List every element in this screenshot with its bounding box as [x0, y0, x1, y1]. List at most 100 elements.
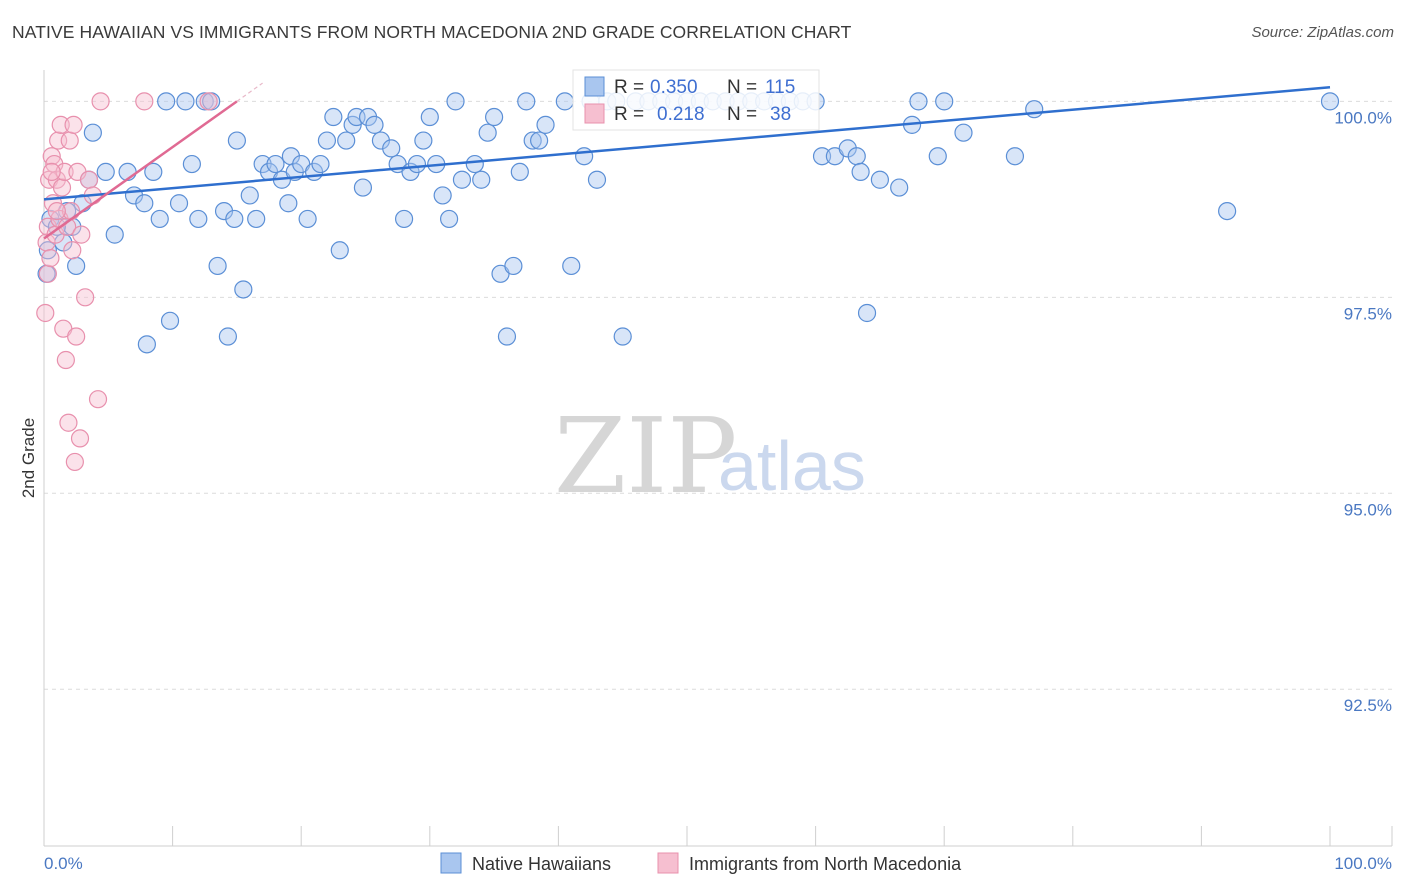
- point-native-hawaiian: [247, 209, 266, 229]
- legend-label-native-hawaiians: Native Hawaiians: [472, 854, 611, 874]
- point-native-hawaiian: [851, 162, 870, 181]
- point-native-hawaiian: [812, 147, 832, 166]
- point-north-macedonia: [63, 241, 82, 260]
- point-native-hawaiian: [240, 186, 259, 205]
- point-native-hawaiian: [890, 178, 909, 197]
- point-north-macedonia: [67, 327, 86, 346]
- point-north-macedonia: [55, 162, 74, 181]
- point-north-macedonia: [36, 303, 55, 323]
- x-tick-marks: [43, 826, 1393, 846]
- point-native-hawaiian: [420, 107, 439, 127]
- point-native-hawaiian: [935, 92, 954, 111]
- point-north-macedonia: [72, 225, 91, 244]
- point-native-hawaiian: [433, 186, 452, 205]
- point-native-hawaiian: [150, 209, 169, 229]
- point-native-hawaiian: [870, 170, 890, 189]
- point-native-hawaiian: [523, 131, 542, 150]
- stats-r-label-pink: R =: [614, 104, 644, 125]
- point-native-hawaiian: [144, 162, 163, 181]
- y-tick-label: 100.0%: [1334, 108, 1392, 127]
- point-native-hawaiian: [365, 115, 384, 134]
- series-native-hawaiians: [37, 92, 1340, 354]
- stats-swatch-blue: [584, 76, 605, 97]
- point-native-hawaiian: [517, 92, 536, 111]
- stats-r-label-blue: R =: [614, 77, 644, 98]
- point-native-hawaiian: [555, 92, 574, 111]
- point-native-hawaiian: [954, 123, 973, 142]
- point-north-macedonia: [76, 288, 95, 307]
- point-native-hawaiian: [169, 194, 189, 213]
- point-native-hawaiian: [530, 131, 549, 150]
- point-native-hawaiian: [857, 303, 877, 323]
- y-tick-label: 92.5%: [1344, 696, 1392, 715]
- stats-r-value-blue: 0.350: [650, 77, 698, 98]
- point-north-macedonia: [52, 178, 72, 197]
- stats-n-label-pink: N =: [727, 104, 757, 125]
- point-native-hawaiian: [160, 311, 180, 330]
- point-north-macedonia: [79, 170, 99, 189]
- point-north-macedonia: [64, 115, 83, 134]
- point-native-hawaiian: [394, 209, 414, 229]
- point-native-hawaiian: [510, 162, 529, 181]
- trendline-native-hawaiians: [43, 85, 1331, 201]
- point-native-hawaiian: [353, 178, 373, 197]
- point-native-hawaiian: [465, 154, 484, 174]
- point-north-macedonia: [42, 162, 61, 181]
- x-tick-label-min: 0.0%: [44, 854, 83, 873]
- point-native-hawaiian: [587, 170, 607, 189]
- point-native-hawaiian: [497, 327, 517, 346]
- y-axis-label: 2nd Grade: [19, 418, 38, 498]
- stats-n-value-blue: 115: [765, 77, 795, 98]
- source-note: Source: ZipAtlas.com: [1251, 24, 1394, 41]
- point-native-hawaiian: [536, 115, 555, 134]
- legend-swatch-native-hawaiians: [440, 852, 462, 874]
- watermark-zip: ZIP: [554, 395, 737, 517]
- point-native-hawaiian: [279, 194, 298, 213]
- point-north-macedonia: [91, 92, 110, 111]
- point-native-hawaiian: [575, 147, 594, 166]
- series-north-macedonia: [36, 92, 218, 472]
- point-native-hawaiian: [478, 123, 497, 142]
- trendline-north-macedonia-extension: [236, 82, 263, 102]
- point-north-macedonia: [38, 264, 57, 283]
- point-native-hawaiian: [137, 335, 156, 354]
- point-native-hawaiian: [298, 209, 317, 229]
- x-tick-label-max: 100.0%: [1334, 854, 1392, 873]
- point-native-hawaiian: [613, 327, 632, 346]
- point-native-hawaiian: [439, 209, 459, 229]
- point-native-hawaiian: [208, 256, 227, 276]
- stats-n-value-pink: 38: [770, 104, 791, 125]
- point-native-hawaiian: [337, 131, 356, 150]
- point-native-hawaiian: [227, 131, 246, 150]
- stats-legend-frame: [572, 69, 820, 131]
- y-tick-label: 95.0%: [1344, 500, 1392, 519]
- point-native-hawaiian: [157, 92, 176, 111]
- point-native-hawaiian: [182, 154, 201, 174]
- point-north-macedonia: [56, 350, 75, 370]
- point-native-hawaiian: [83, 123, 102, 142]
- watermark-atlas: atlas: [718, 427, 866, 505]
- point-north-macedonia: [60, 131, 79, 150]
- point-native-hawaiian: [1218, 201, 1237, 221]
- point-native-hawaiian: [472, 170, 491, 189]
- point-native-hawaiian: [324, 107, 343, 127]
- point-north-macedonia: [59, 413, 78, 432]
- trendline-north-macedonia: [43, 100, 238, 240]
- point-native-hawaiian: [96, 162, 115, 181]
- stats-n-label-blue: N =: [727, 77, 757, 98]
- point-native-hawaiian: [1025, 100, 1044, 119]
- point-native-hawaiian: [135, 194, 154, 213]
- point-native-hawaiian: [446, 92, 465, 111]
- point-north-macedonia: [51, 115, 70, 134]
- point-north-macedonia: [65, 452, 84, 472]
- point-north-macedonia: [88, 390, 108, 409]
- point-native-hawaiian: [407, 154, 427, 174]
- bottom-legend: Native Hawaiians Immigrants from North M…: [440, 852, 962, 874]
- point-native-hawaiian: [218, 327, 237, 346]
- chart-title: NATIVE HAWAIIAN VS IMMIGRANTS FROM NORTH…: [12, 22, 852, 42]
- legend-label-north-macedonia: Immigrants from North Macedonia: [689, 854, 962, 874]
- point-native-hawaiian: [847, 147, 866, 166]
- trendlines: [43, 82, 1331, 240]
- point-native-hawaiian: [382, 139, 401, 158]
